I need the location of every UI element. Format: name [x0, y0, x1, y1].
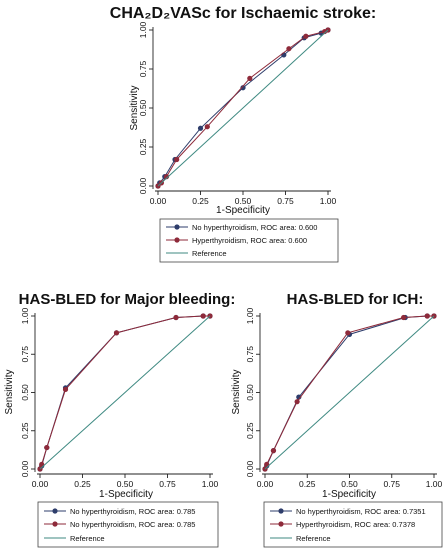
- series-hyperthyroidism-point: [163, 174, 170, 180]
- legend-marker-hyperthyroidism: [174, 237, 180, 243]
- series-reference-line: [157, 29, 329, 187]
- x-tick-label: 0.50: [341, 479, 358, 489]
- legend-marker-hyperthyroidism: [278, 521, 284, 527]
- series-reference-line: [39, 315, 211, 470]
- y-axis-label: Sensitivity: [231, 369, 242, 414]
- y-tick-label: 1.00: [20, 307, 30, 324]
- series-no-hyperthyroidism-point: [240, 85, 246, 91]
- series-hyperthyroidism-point: [113, 330, 120, 336]
- legend-label: Hyperthyroidism, ROC area: 0.600: [192, 236, 307, 245]
- series-hyperthyroidism-point: [270, 448, 277, 454]
- series-hyperthyroidism-line: [157, 29, 329, 187]
- chart-has-bled-ich: HAS-BLED for ICH: 0.00 0.25 0.50 0.75 1.000.…: [231, 291, 443, 548]
- y-tick-label: 0.50: [138, 99, 148, 116]
- y-axis-label: Sensitivity: [4, 369, 15, 414]
- y-tick-label: 0.00: [20, 460, 30, 477]
- legend-marker-no-hyperthyroidism: [174, 224, 180, 230]
- x-tick-label: 1.00: [426, 479, 443, 489]
- series-hyperthyroidism-point: [200, 313, 206, 319]
- x-tick-label: 1.00: [320, 196, 337, 206]
- chart-title: CHA₂D₂VASc for Ischaemic stroke:: [110, 5, 376, 22]
- legend-box: [159, 218, 339, 263]
- y-tick-label: 0.50: [20, 384, 30, 401]
- legend-label: Reference: [192, 249, 227, 258]
- legend-label: Reference: [296, 534, 331, 543]
- y-tick-label: 0.25: [20, 422, 30, 439]
- y-tick-label: 1.00: [245, 307, 255, 324]
- y-tick-label: 0.75: [20, 346, 30, 363]
- y-tick-label: 0.50: [245, 384, 255, 401]
- series-hyperthyroidism-point: [44, 444, 50, 451]
- series-hyperthyroidism-point: [204, 124, 210, 130]
- series-hyperthyroidism-point: [345, 330, 351, 336]
- x-tick-label: 0.25: [74, 479, 91, 489]
- legend: No hyperthyroidism, ROC area: 0.785 No h…: [37, 501, 219, 548]
- legend-box: [263, 501, 443, 548]
- series-hyperthyroidism-point: [303, 33, 309, 39]
- legend-marker-no-hyperthyroidism: [278, 508, 284, 514]
- series-hyperthyroidism-point: [173, 314, 179, 321]
- y-tick-label: 0.00: [138, 177, 148, 194]
- legend-label: Reference: [70, 534, 105, 543]
- legend: No hyperthyroidism, ROC area: 0.7351 Hyp…: [263, 501, 443, 548]
- legend-marker-no-hyperthyroidism: [52, 508, 58, 514]
- x-tick-label: 0.75: [159, 479, 176, 489]
- series-hyperthyroidism-point: [424, 313, 430, 319]
- series-hyperthyroidism-point: [247, 75, 253, 81]
- series-hyperthyroidism-point: [400, 314, 407, 321]
- y-tick-label: 0.25: [245, 422, 255, 439]
- legend-marker-hyperthyroidism: [52, 521, 58, 527]
- series-no-hyperthyroidism-point: [197, 125, 204, 131]
- plot-area: 0.00 0.25 0.50 0.75 1.00 0.00 0.25 0.50 0.75 1.00: [138, 21, 337, 206]
- legend-label: Hyperthyroidism, ROC area: 0.7378: [296, 520, 415, 529]
- series-hyperthyroidism-point: [174, 156, 180, 163]
- y-tick-label: 0.00: [245, 460, 255, 477]
- legend-box: [37, 501, 219, 548]
- chart-title: HAS-BLED for Major bleeding:: [19, 291, 236, 308]
- chart-title: HAS-BLED for ICH:: [287, 291, 424, 308]
- y-tick-label: 0.75: [138, 60, 148, 77]
- series-hyperthyroidism-point: [62, 386, 69, 393]
- chart-cha2ds2vasc: CHA₂D₂VASc for Ischaemic stroke: 0.00 0.2…: [110, 5, 376, 263]
- x-axis-label: 1-Specificity: [216, 205, 270, 216]
- y-tick-label: 1.00: [138, 21, 148, 38]
- series-hyperthyroidism-point: [294, 399, 300, 405]
- series-hyperthyroidism-line: [39, 315, 210, 470]
- x-tick-label: 0.25: [299, 479, 316, 489]
- legend-label: No hyperthyroidism, ROC area: 0.7351: [296, 507, 426, 516]
- plot-area: 0.00 0.25 0.50 0.75 1.00 0.00 0.25 0.50 0.75 1.00: [20, 307, 219, 489]
- x-tick-label: 0.00: [150, 196, 167, 206]
- series-no-hyperthyroidism-line: [157, 29, 329, 187]
- x-tick-label: 0.00: [257, 479, 274, 489]
- plot-area: 0.00 0.25 0.50 0.75 1.00 0.00 0.25 0.50 0.75 1.00: [245, 307, 443, 489]
- x-tick-label: 0.75: [277, 196, 294, 206]
- y-tick-label: 0.75: [245, 346, 255, 363]
- x-tick-label: 0.00: [32, 479, 49, 489]
- x-tick-label: 1.00: [202, 479, 219, 489]
- legend-label: No hyperthyroidism, ROC area: 0.600: [192, 223, 317, 232]
- y-tick-label: 0.25: [138, 138, 148, 155]
- x-tick-label: 0.25: [192, 196, 209, 206]
- legend-label: No hyperthyroidism, ROC area: 0.785: [70, 507, 195, 516]
- series-reference-line: [264, 315, 435, 470]
- x-tick-label: 0.50: [235, 196, 252, 206]
- x-axis-label: 1-Specificity: [99, 489, 153, 500]
- legend: No hyperthyroidism, ROC area: 0.600 Hype…: [159, 218, 339, 263]
- y-axis-label: Sensitivity: [129, 85, 140, 130]
- x-tick-label: 0.75: [383, 479, 400, 489]
- series-hyperthyroidism-point: [286, 46, 292, 52]
- chart-has-bled-major-bleeding: HAS-BLED for Major bleeding: 0.00 0.25 0.5…: [4, 291, 236, 548]
- x-axis-label: 1-Specificity: [322, 489, 376, 500]
- x-tick-label: 0.50: [117, 479, 134, 489]
- legend-label: No hyperthyroidism, ROC area: 0.785: [70, 520, 195, 529]
